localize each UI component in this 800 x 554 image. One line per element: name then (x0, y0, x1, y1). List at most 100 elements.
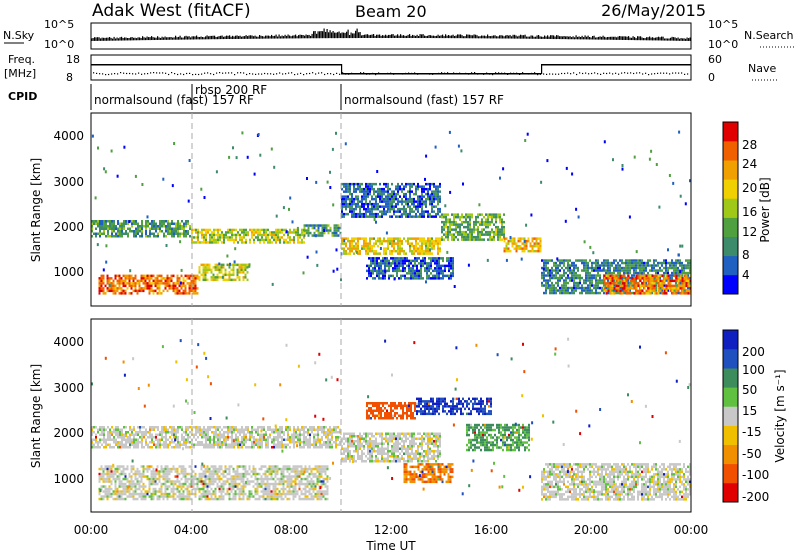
nave-dot (468, 73, 470, 75)
power-cell (436, 267, 438, 270)
nave-dot (441, 72, 443, 74)
power-cell (491, 228, 493, 231)
power-cell (97, 232, 99, 235)
velocity-cell (123, 433, 125, 436)
velocity-cell (267, 428, 269, 431)
power-cell (195, 231, 197, 234)
power-speckle (103, 167, 106, 171)
power-cell (150, 277, 153, 280)
power-cell (117, 220, 119, 223)
velocity-cell (169, 436, 171, 439)
power-cell (619, 292, 622, 295)
velocity-cell (207, 438, 209, 441)
power-cell (407, 190, 409, 193)
power-cell (657, 261, 659, 265)
power-cell (399, 200, 401, 203)
power-cell (467, 220, 469, 224)
power-cell (222, 263, 225, 267)
power-cell (629, 264, 631, 267)
power-cell (399, 187, 401, 191)
power-cell (431, 192, 433, 196)
nsky-bar (656, 37, 658, 41)
velocity-cell (329, 428, 331, 431)
power-cell (205, 238, 207, 242)
power-cell (213, 233, 215, 237)
nsky-bar (674, 37, 676, 41)
power-cell (389, 202, 391, 206)
power-cell (547, 279, 549, 282)
power-cell (226, 273, 229, 277)
power-cell (211, 233, 213, 237)
power-cell (98, 279, 101, 283)
velocity-cell (251, 441, 253, 444)
power-cell (349, 197, 351, 201)
power-cell (489, 223, 491, 226)
velocity-cell (195, 433, 197, 436)
power-cell (367, 195, 369, 198)
power-cell (99, 232, 101, 235)
power-cell (121, 227, 123, 230)
power-cell (385, 247, 387, 250)
nsky-bar (542, 36, 544, 39)
power-cell (687, 271, 689, 275)
power-cell (154, 279, 157, 283)
power-cell (181, 232, 183, 235)
power-cell (208, 263, 211, 267)
power-cell (541, 276, 543, 280)
power-cell (420, 272, 422, 275)
power-cell (411, 215, 413, 218)
power-cell (659, 279, 662, 283)
power-cell (370, 257, 372, 260)
power-cell (434, 274, 436, 278)
power-colorbar: 28 24 20 16 12 8 4 Power [dB] (722, 121, 772, 295)
power-cell (431, 197, 433, 201)
power-cell (367, 207, 369, 211)
velocity-cell (303, 441, 305, 444)
velocity-cell (313, 426, 315, 429)
velocity-cell (197, 426, 199, 429)
power-cell (415, 207, 417, 211)
power-cell (388, 259, 390, 263)
nsky-bar (275, 34, 277, 39)
velocity-cell (309, 426, 311, 429)
velocity-cell (323, 428, 325, 431)
power-cell (445, 230, 447, 234)
power-cell (407, 212, 409, 216)
power-cell (383, 197, 385, 201)
power-cell (323, 226, 326, 230)
velocity-cell (151, 446, 153, 449)
nsky-bar (658, 36, 660, 41)
power-speckle (375, 220, 377, 224)
power-cell (185, 220, 187, 223)
velocity-cell (327, 446, 329, 449)
power-cell (673, 292, 676, 295)
nsky-bar (487, 34, 489, 39)
power-speckle (379, 247, 382, 250)
power-cell (387, 207, 389, 211)
power-cell (120, 277, 123, 280)
velocity-cell (245, 436, 247, 439)
power-cell (155, 225, 157, 228)
power-cell (547, 261, 549, 265)
power-cell (383, 205, 385, 208)
power-cell (129, 230, 131, 233)
power-cell (157, 225, 159, 228)
power-cell (452, 267, 454, 270)
power-cell (671, 261, 673, 265)
nsky-bar (437, 34, 439, 39)
nave-dot (129, 72, 131, 75)
velocity-cell (175, 436, 177, 439)
nave-dot (174, 73, 176, 75)
power-cell (194, 284, 197, 288)
power-cell (553, 291, 555, 295)
power-cell (619, 266, 621, 270)
power-cell (436, 277, 438, 280)
power-cell (379, 197, 381, 201)
power-cell (427, 215, 429, 218)
power-cell (589, 276, 591, 280)
power-speckle (335, 248, 338, 252)
nsky-bar (268, 35, 270, 39)
nsky-bar (265, 35, 267, 39)
velocity-cell (297, 433, 299, 436)
power-cell (555, 276, 557, 280)
